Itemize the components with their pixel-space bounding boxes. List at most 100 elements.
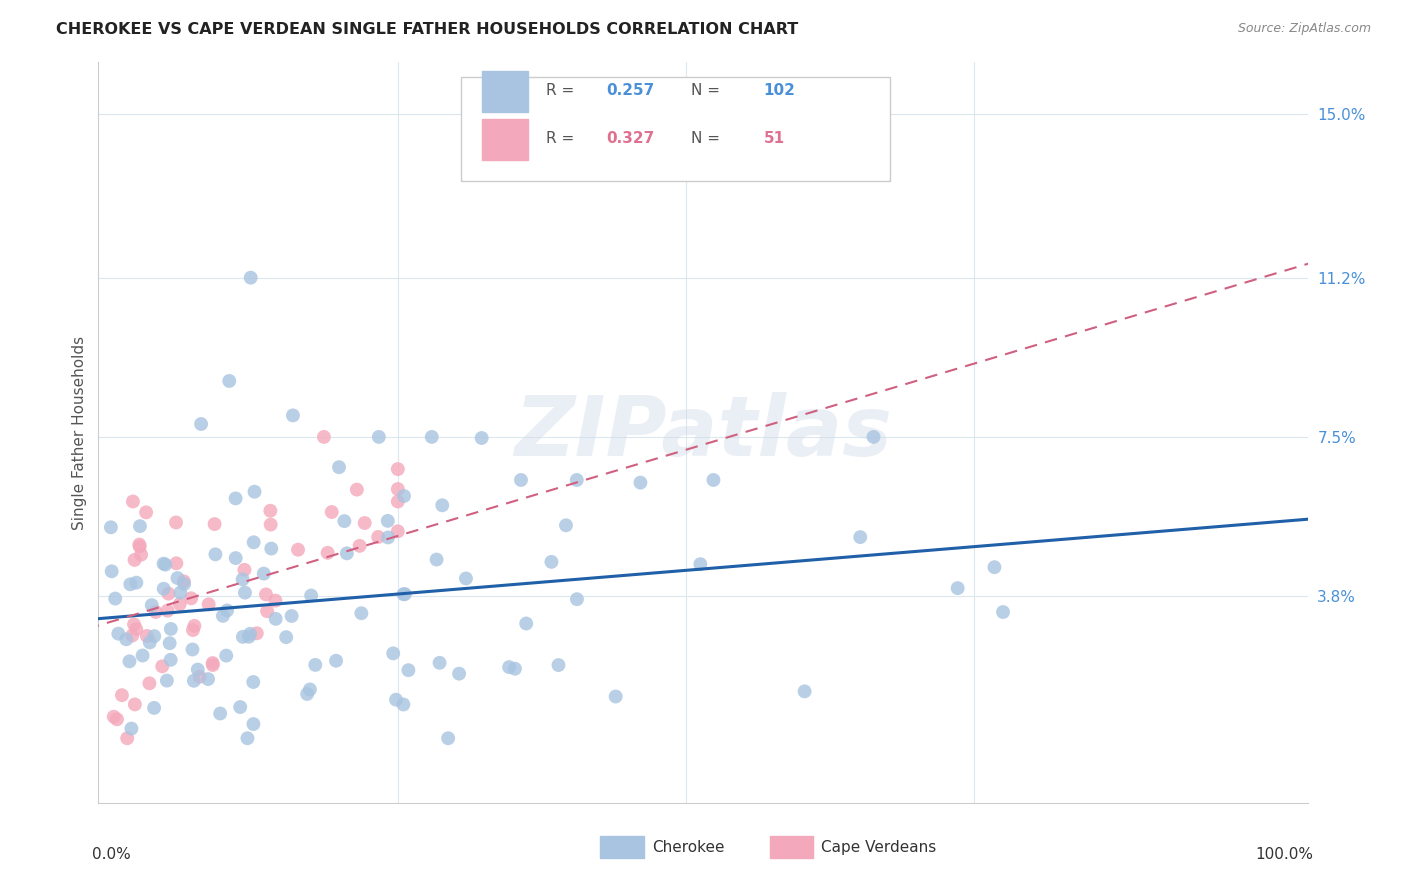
Point	[215, 648, 238, 663]
Point	[201, 656, 224, 670]
Point	[100, 564, 122, 578]
Point	[183, 619, 205, 633]
Point	[312, 430, 335, 444]
Y-axis label: Single Father Households: Single Father Households	[72, 335, 87, 530]
Point	[233, 585, 256, 599]
Point	[181, 642, 204, 657]
Point	[173, 577, 195, 591]
Point	[253, 566, 276, 581]
Point	[128, 537, 150, 551]
Point	[143, 701, 166, 715]
Text: 0.257: 0.257	[606, 83, 655, 98]
Point	[150, 659, 173, 673]
Point	[454, 572, 477, 586]
Point	[131, 648, 153, 663]
Point	[139, 635, 162, 649]
Point	[243, 484, 266, 499]
Point	[236, 731, 259, 746]
Point	[849, 530, 872, 544]
Point	[449, 666, 471, 681]
Point	[135, 505, 157, 519]
Point	[246, 626, 269, 640]
Point	[392, 489, 415, 503]
Point	[233, 563, 256, 577]
Point	[145, 605, 167, 619]
Point	[129, 519, 152, 533]
Point	[689, 557, 711, 571]
Point	[565, 473, 588, 487]
Bar	[600, 836, 644, 858]
Point	[232, 573, 254, 587]
Point	[209, 706, 232, 721]
Point	[169, 585, 191, 599]
Point	[121, 628, 143, 642]
Point	[143, 629, 166, 643]
Point	[165, 516, 187, 530]
Point	[115, 731, 138, 746]
Point	[239, 627, 262, 641]
Point	[353, 516, 375, 530]
Text: 0.327: 0.327	[606, 131, 655, 146]
Point	[385, 692, 408, 706]
Point	[152, 557, 174, 571]
Point	[295, 687, 318, 701]
Point	[197, 672, 219, 686]
Point	[187, 663, 209, 677]
Point	[287, 542, 309, 557]
Point	[503, 662, 526, 676]
Point	[218, 374, 240, 388]
Point	[983, 560, 1005, 574]
Point	[264, 593, 287, 607]
Point	[862, 430, 884, 444]
Point	[242, 675, 264, 690]
Text: 102: 102	[763, 83, 796, 98]
Point	[156, 604, 179, 618]
Point	[565, 592, 588, 607]
Point	[280, 609, 302, 624]
Point	[125, 622, 148, 636]
Text: 51: 51	[763, 131, 785, 146]
Point	[242, 717, 264, 731]
Point	[152, 582, 174, 596]
Point	[165, 556, 187, 570]
Point	[281, 409, 304, 423]
Point	[204, 547, 226, 561]
Point	[103, 709, 125, 723]
Point	[124, 698, 146, 712]
Point	[540, 555, 562, 569]
Point	[346, 483, 368, 497]
Text: Cherokee: Cherokee	[652, 839, 724, 855]
Point	[242, 535, 264, 549]
Point	[254, 587, 277, 601]
Point	[515, 616, 537, 631]
Point	[628, 475, 651, 490]
Point	[316, 546, 339, 560]
Point	[159, 636, 181, 650]
Point	[387, 524, 409, 539]
Point	[115, 632, 138, 647]
Point	[299, 589, 322, 603]
Point	[159, 622, 181, 636]
Point	[394, 587, 416, 601]
Point	[547, 658, 569, 673]
Point	[555, 518, 578, 533]
Point	[159, 653, 181, 667]
Point	[256, 604, 278, 618]
Point	[169, 597, 191, 611]
Point	[188, 670, 211, 684]
Point	[212, 608, 235, 623]
Point	[120, 577, 142, 591]
Point	[498, 660, 520, 674]
Point	[298, 682, 321, 697]
Point	[471, 431, 494, 445]
Point	[702, 473, 724, 487]
Point	[387, 494, 409, 508]
FancyBboxPatch shape	[461, 78, 890, 181]
Point	[190, 417, 212, 431]
Point	[122, 494, 145, 508]
Point	[259, 504, 281, 518]
Point	[377, 514, 399, 528]
Point	[201, 658, 224, 673]
Point	[111, 688, 134, 702]
Point	[264, 612, 287, 626]
